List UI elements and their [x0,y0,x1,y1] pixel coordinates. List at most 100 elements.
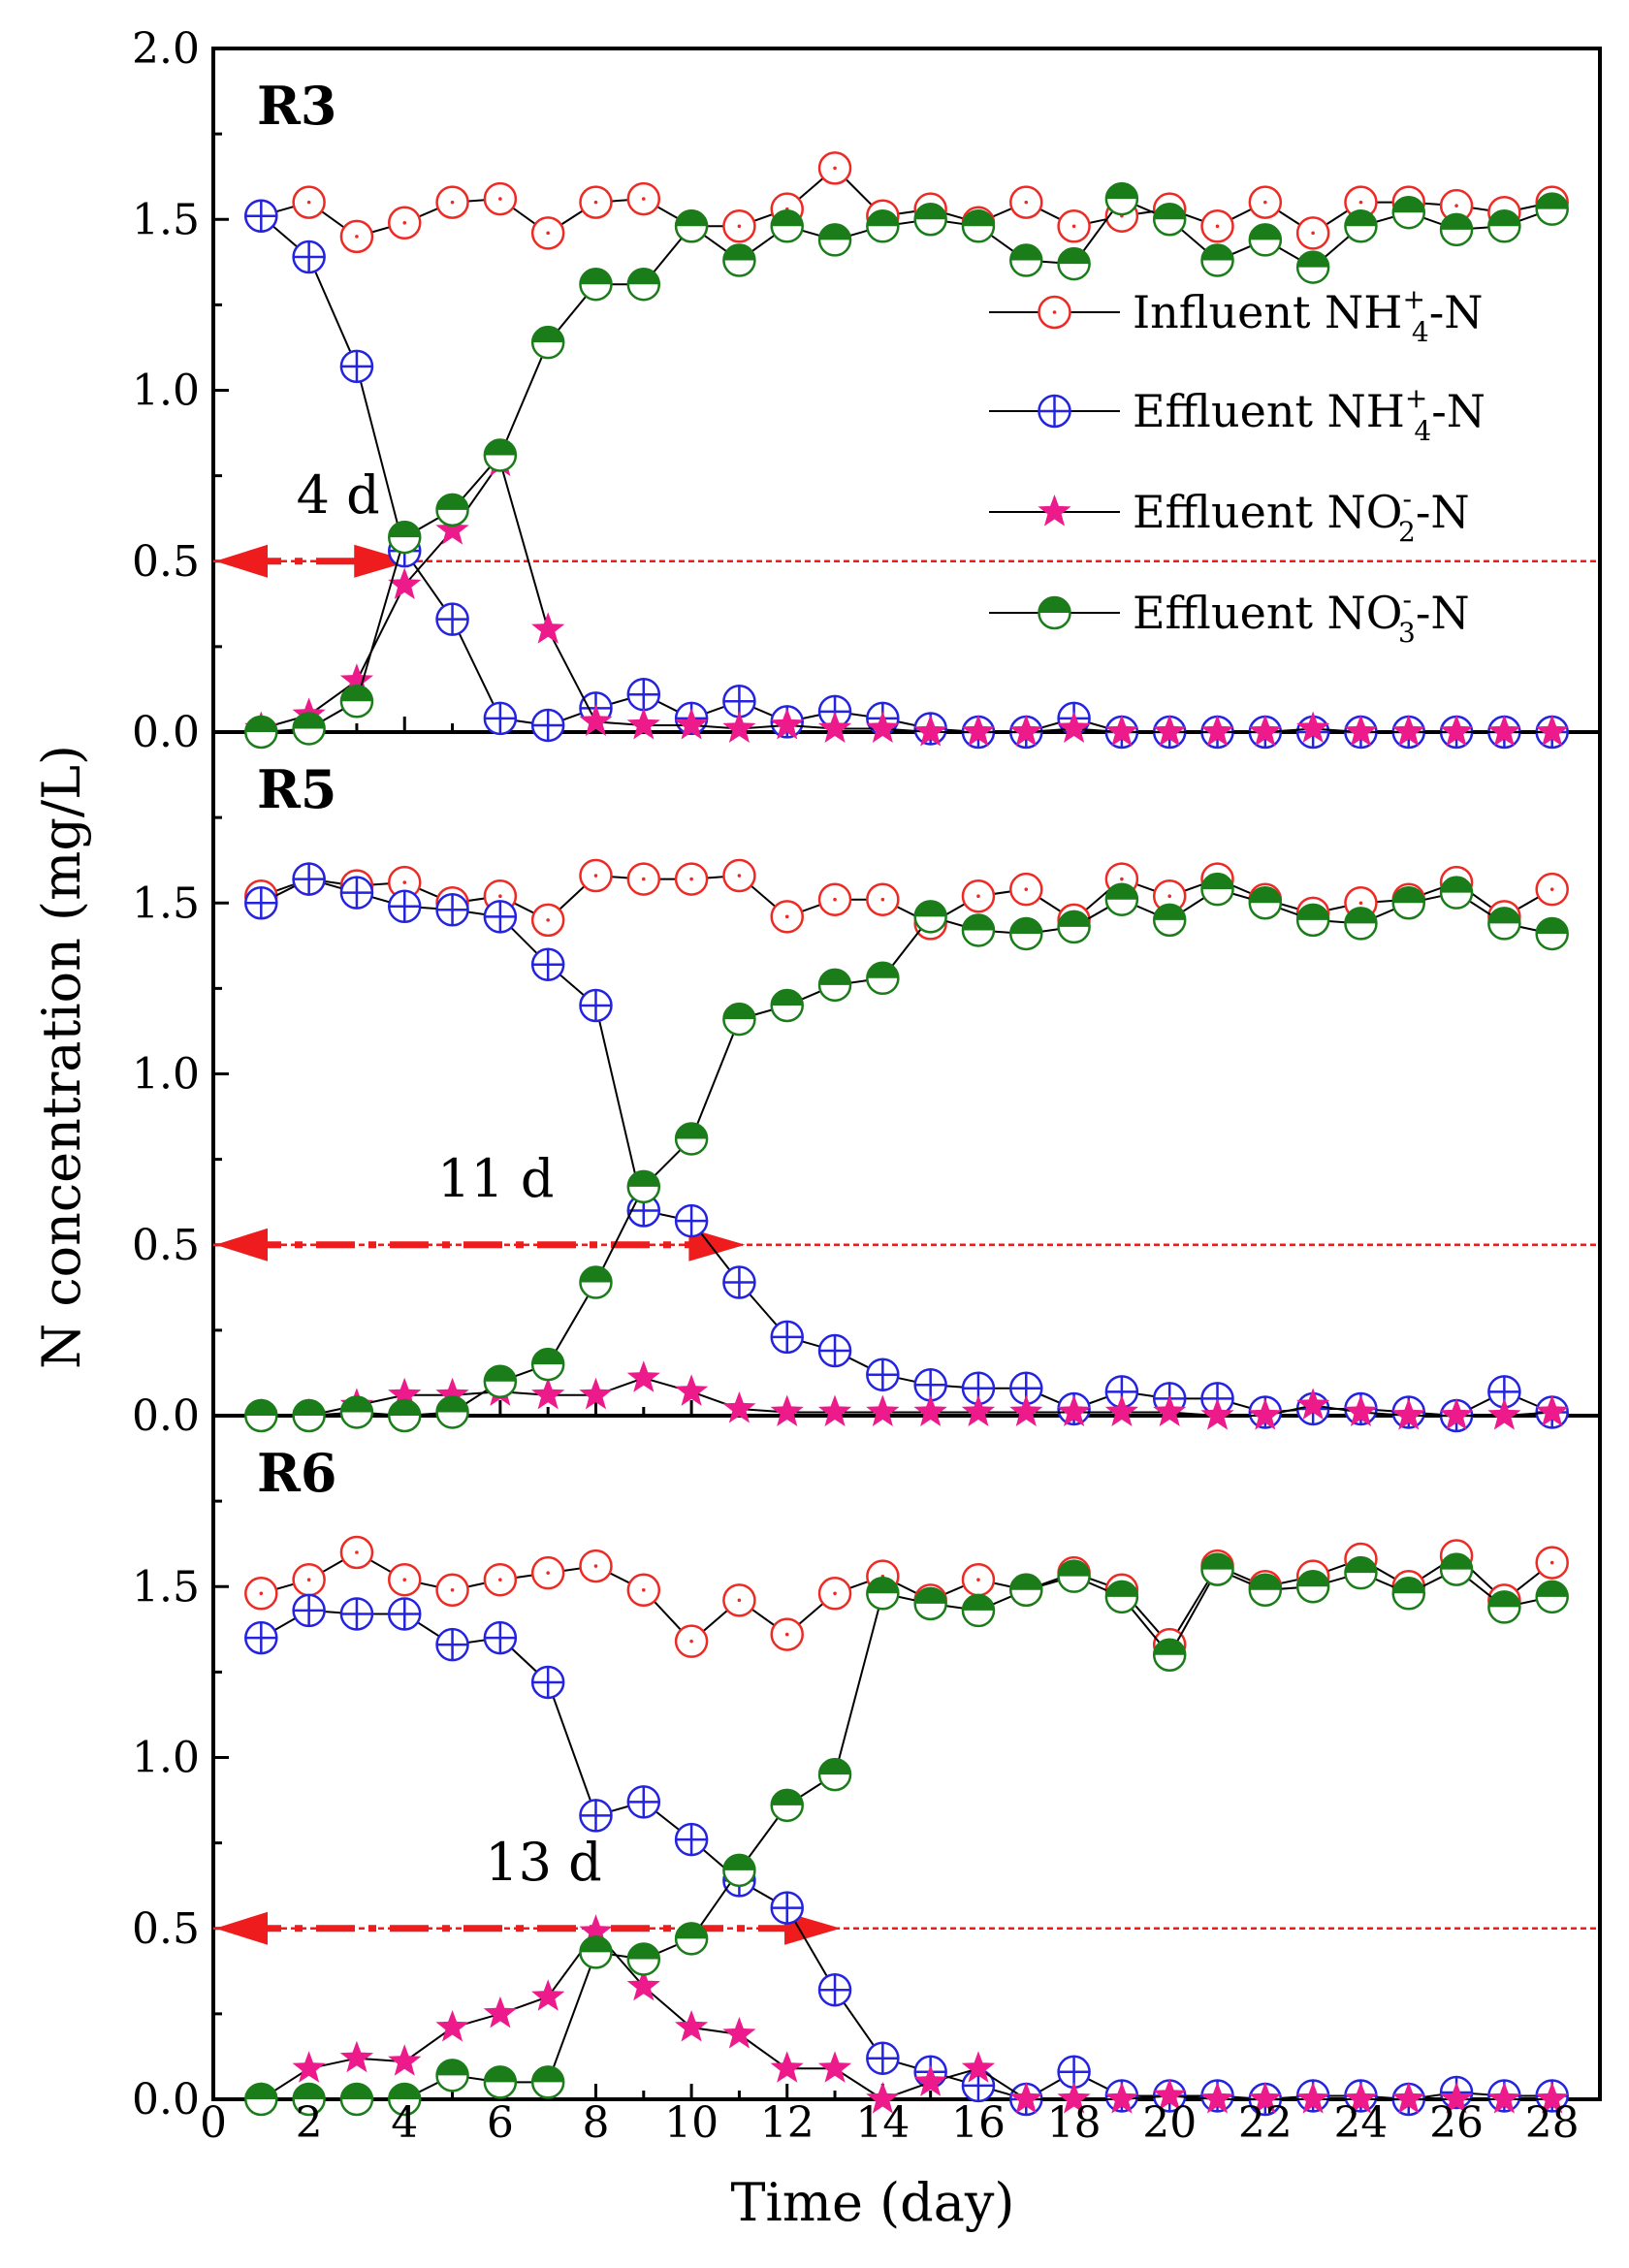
marker-half-fill [867,1578,899,1594]
marker-half-fill [627,1170,659,1187]
marker-half-fill [436,1396,468,1413]
data-point-effluent-nh4 [674,1203,709,1238]
data-point-effluent-nh4 [579,988,613,1023]
data-point-effluent-no2 [1200,1398,1234,1430]
marker-half-fill [1536,917,1568,934]
y-tick-label: 0.0 [132,1391,200,1441]
data-point-effluent-no2 [866,711,900,743]
marker-half-fill [1010,244,1042,261]
data-point-effluent-no2 [817,1394,852,1426]
y-tick-label: 1.5 [132,878,200,928]
data-point-effluent-no2 [388,1377,422,1410]
legend-item-effluent_no3: Effluent NO-3-N [989,584,1470,649]
marker-half-fill [867,962,899,978]
lag-arrow-right-head [784,1911,842,1945]
data-point-center-dot [546,1571,550,1575]
data-point-effluent-no3 [435,2059,469,2092]
data-point-effluent-no3 [1200,872,1234,907]
data-point-effluent-no2 [1344,1394,1378,1426]
data-point-effluent-no2 [817,711,852,743]
marker-half-fill [627,269,659,285]
data-point-effluent-nh4 [530,1665,565,1700]
data-point-effluent-no3 [1038,595,1071,630]
data-point-effluent-no3 [1200,1552,1234,1586]
marker-half-fill [580,1266,612,1283]
data-point-effluent-nh4 [626,677,661,712]
lag-annotation-r6: 13 d [485,1832,601,1893]
data-point-effluent-no2 [531,612,565,644]
legend-sup: - [1403,584,1412,616]
data-point-effluent-no2 [913,715,947,747]
data-point-effluent-no3 [1248,1573,1283,1608]
data-point-effluent-no2 [866,2082,900,2114]
data-point-effluent-no2 [1009,1394,1043,1426]
marker-half-fill [532,1349,564,1365]
marker-half-fill [1010,917,1042,934]
x-tick-label: 4 [391,2098,418,2148]
data-point-effluent-no2 [1153,2078,1187,2110]
data-point-effluent-no2 [722,2017,756,2049]
marker-half-fill [340,1396,372,1413]
marker-half-fill [484,439,516,456]
series-effluent_nh4-r3 [244,199,1569,750]
y-tick-label: 0.5 [132,537,200,587]
marker-half-fill [580,269,612,285]
x-tick-label: 20 [1142,2098,1197,2148]
data-point-effluent-no3 [1295,903,1330,938]
data-point-effluent-no3 [817,968,852,1003]
data-point-effluent-nh4 [292,862,326,896]
data-point-center-dot [1311,231,1315,236]
marker-half-fill [914,901,946,917]
data-point-center-dot [833,1591,837,1596]
data-point-effluent-no3 [1295,1570,1330,1604]
data-point-effluent-no3 [1057,910,1091,944]
data-point-effluent-nh4 [866,2041,900,2075]
data-point-effluent-no2 [1153,1394,1187,1426]
series-line-effluent_no3 [261,888,1552,1418]
data-point-effluent-no2 [1248,715,1282,747]
legend-suffix: -N [1416,587,1470,639]
legend-label: Effluent NO-2-N [1133,483,1470,548]
data-point-center-dot [833,897,837,902]
data-point-effluent-no2 [1104,1394,1138,1426]
data-point-center-dot [498,894,502,898]
marker-half-fill [293,713,325,729]
data-point-effluent-no3 [530,2065,565,2099]
marker-half-fill [771,210,803,227]
data-point-effluent-no2 [292,2051,326,2083]
data-point-effluent-no2 [1057,711,1091,743]
data-point-effluent-no3 [244,1398,278,1433]
y-tick-label: 1.5 [132,195,200,244]
data-point-effluent-no2 [483,1996,517,2028]
legend-prefix: Effluent NO [1133,486,1403,538]
data-point-effluent-nh4 [626,1785,661,1819]
x-tick-label: 6 [487,2098,514,2148]
data-point-effluent-no3 [339,1395,374,1429]
data-point-effluent-no2 [1200,715,1234,747]
data-point-effluent-no3 [1248,223,1283,257]
data-point-effluent-no3 [1152,903,1187,938]
marker-half-fill [1392,887,1424,904]
data-point-center-dot [1167,894,1172,898]
y-axis-title: N concentration (mg/L) [31,745,92,1369]
data-point-effluent-no2 [1344,715,1378,747]
x-tick-label: 0 [200,2098,227,2148]
data-point-center-dot [1071,224,1076,229]
marker-half-fill [245,2084,277,2099]
marker-half-fill [1038,597,1070,613]
y-tick-label: 1.0 [132,367,200,416]
data-point-effluent-no3 [1200,243,1234,277]
marker-half-fill [914,1587,946,1604]
data-point-effluent-no3 [1104,1580,1139,1614]
data-point-center-dot [784,1632,789,1637]
marker-half-fill [389,1400,421,1416]
data-point-effluent-no2 [961,715,996,747]
data-point-center-dot [689,1639,693,1644]
data-point-effluent-no3 [1104,882,1139,916]
x-tick-label: 16 [951,2098,1006,2148]
data-point-effluent-nh4 [244,886,278,920]
x-tick-label: 2 [296,2098,323,2148]
marker-half-fill [245,1400,277,1416]
data-point-center-dot [355,1550,359,1554]
